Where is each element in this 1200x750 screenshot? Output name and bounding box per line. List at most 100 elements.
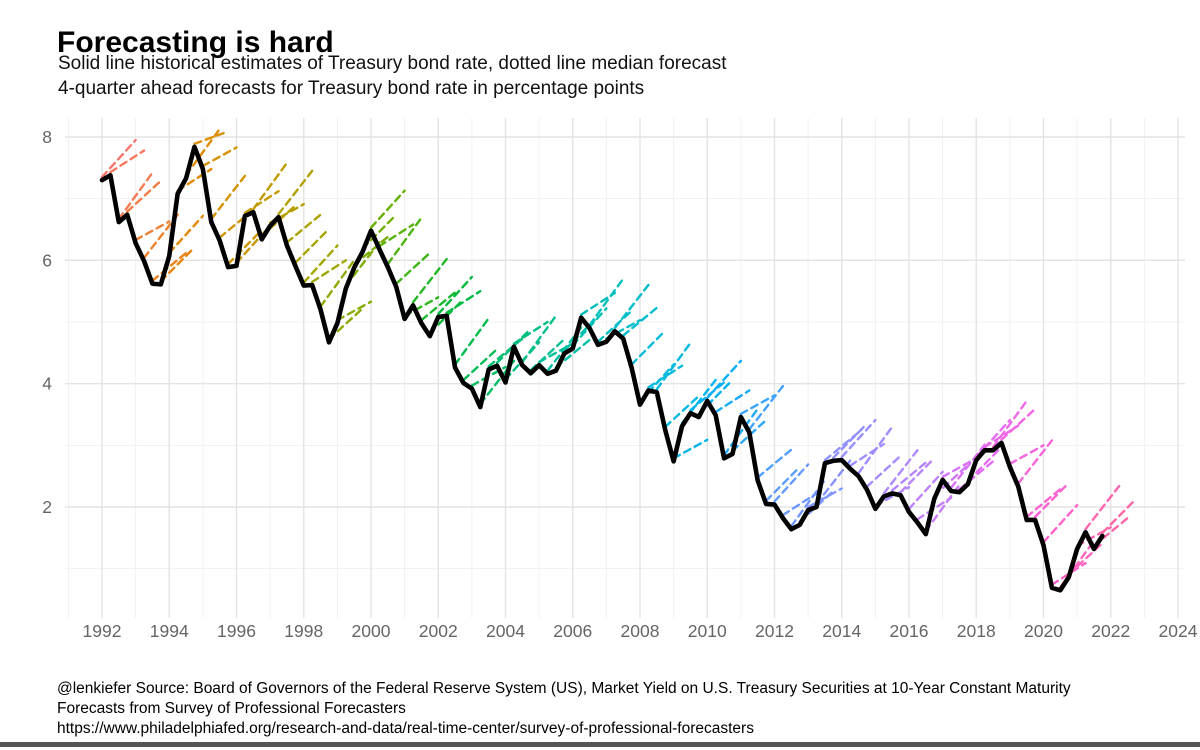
forecast-segment bbox=[201, 146, 238, 168]
x-axis-tick-label: 1996 bbox=[217, 621, 256, 641]
chart-subtitle-line2: 4-quarter ahead forecasts for Treasury b… bbox=[58, 78, 645, 99]
y-axis-tick-label: 2 bbox=[42, 497, 52, 517]
caption-source-line: @lenkiefer Source: Board of Governors of… bbox=[57, 680, 1071, 697]
forecast-segment bbox=[672, 438, 709, 460]
forecast-segment bbox=[302, 244, 339, 284]
forecast-segment bbox=[344, 241, 381, 287]
forecast-segment bbox=[899, 457, 936, 494]
x-axis-tick-label: 2002 bbox=[419, 621, 458, 641]
forecast-segment bbox=[142, 213, 179, 260]
forecast-segment bbox=[865, 454, 902, 488]
forecast-segment bbox=[319, 259, 356, 308]
y-axis-tick-label: 8 bbox=[42, 127, 52, 147]
forecast-segment bbox=[378, 223, 415, 248]
forecast-segment bbox=[294, 227, 331, 265]
forecast-segment bbox=[1017, 439, 1054, 485]
chart-caption: @lenkiefer Source: Board of Governors of… bbox=[57, 679, 1071, 739]
forecast-segment bbox=[252, 161, 289, 211]
forecast-segment bbox=[117, 171, 154, 221]
forecast-segment bbox=[806, 487, 843, 509]
forecast-segment bbox=[848, 442, 885, 467]
chart-subtitle: Solid line historical estimates of Treas… bbox=[58, 51, 727, 101]
forecast-segment bbox=[285, 213, 322, 244]
x-axis-tick-label: 2006 bbox=[553, 621, 592, 641]
caption-url-line: https://www.philadelphiafed.org/research… bbox=[57, 720, 754, 737]
forecast-segment bbox=[1042, 503, 1079, 544]
y-axis-tick-label: 6 bbox=[42, 250, 52, 270]
x-axis-tick-label: 2004 bbox=[486, 621, 525, 641]
forecast-segment bbox=[890, 461, 928, 492]
forecast-segment bbox=[638, 363, 675, 403]
forecast-segment bbox=[764, 465, 801, 503]
forecast-segment bbox=[680, 378, 717, 425]
x-axis-tick-label: 2016 bbox=[890, 621, 929, 641]
forecast-segment bbox=[815, 459, 852, 506]
forecast-segment bbox=[100, 138, 137, 179]
forecast-segment bbox=[159, 246, 196, 283]
forecast-segment bbox=[151, 251, 188, 282]
forecast-segment bbox=[1059, 539, 1096, 589]
forecast-segment bbox=[521, 314, 558, 364]
forecast-segment bbox=[664, 394, 701, 429]
forecast-segment bbox=[630, 329, 667, 366]
forecast-segment bbox=[369, 189, 406, 229]
x-axis-tick-label: 2018 bbox=[957, 621, 996, 641]
caption-forecast-line: Forecasts from Survey of Professional Fo… bbox=[57, 700, 406, 717]
forecast-segment bbox=[840, 418, 877, 459]
forecast-segment bbox=[126, 179, 163, 213]
forecast-segment bbox=[453, 317, 490, 366]
forecast-segment bbox=[613, 283, 650, 330]
forecast-segment bbox=[907, 470, 944, 511]
forecast-segment bbox=[655, 341, 692, 391]
forecast-segment bbox=[857, 425, 894, 475]
forecast-segment bbox=[420, 291, 457, 322]
x-axis-tick-label: 2008 bbox=[621, 621, 660, 641]
forecast-segment bbox=[722, 407, 759, 457]
forecast-segment bbox=[579, 291, 616, 316]
forecast-segment bbox=[193, 130, 230, 145]
forecast-segment bbox=[588, 277, 625, 327]
forecast-segment bbox=[277, 169, 314, 216]
forecast-segment bbox=[1033, 481, 1070, 519]
forecast-segment bbox=[748, 384, 785, 431]
forecast-segment bbox=[739, 394, 776, 416]
forecast-segment bbox=[310, 259, 347, 284]
chart-title: Forecasting is hard bbox=[57, 26, 334, 60]
forecast-segment bbox=[781, 492, 818, 517]
x-axis-tick-label: 2012 bbox=[755, 621, 794, 641]
forecast-segment bbox=[1025, 487, 1062, 519]
forecast-segment bbox=[462, 347, 499, 382]
x-axis-tick-label: 1994 bbox=[150, 621, 189, 641]
forecast-segment bbox=[386, 216, 423, 266]
forecast-segment bbox=[336, 300, 373, 322]
forecast-segment bbox=[1008, 444, 1045, 466]
forecast-segment bbox=[882, 449, 919, 495]
forecast-segment bbox=[168, 214, 205, 255]
forecast-segment bbox=[1000, 407, 1037, 441]
x-axis-tick-label: 2000 bbox=[352, 621, 391, 641]
historical-line bbox=[99, 144, 1105, 593]
x-axis-tick-label: 1998 bbox=[284, 621, 323, 641]
forecast-segment bbox=[975, 418, 1012, 459]
forecast-segment bbox=[941, 457, 978, 478]
forecast-segment bbox=[706, 359, 743, 400]
forecast-segment bbox=[756, 448, 793, 479]
forecast-segment bbox=[395, 251, 432, 285]
forecast-segment bbox=[621, 306, 659, 337]
forecast-segment bbox=[991, 399, 1028, 449]
y-axis-tick-label: 4 bbox=[42, 374, 52, 394]
forecast-segment bbox=[714, 389, 751, 414]
x-axis-tick-label: 2020 bbox=[1024, 621, 1063, 641]
forecast-segment bbox=[773, 463, 810, 503]
x-axis-tick-label: 2010 bbox=[688, 621, 727, 641]
forecast-segment bbox=[437, 275, 474, 316]
chart-subtitle-line1: Solid line historical estimates of Treas… bbox=[58, 53, 727, 74]
forecast-segment bbox=[134, 220, 171, 242]
forecast-segment bbox=[966, 445, 1003, 483]
forecast-segment bbox=[411, 257, 448, 304]
forecast-segment bbox=[949, 443, 986, 490]
forecast-segment bbox=[512, 320, 549, 345]
forecast-segment bbox=[445, 289, 482, 314]
forecast-segment bbox=[184, 127, 221, 177]
